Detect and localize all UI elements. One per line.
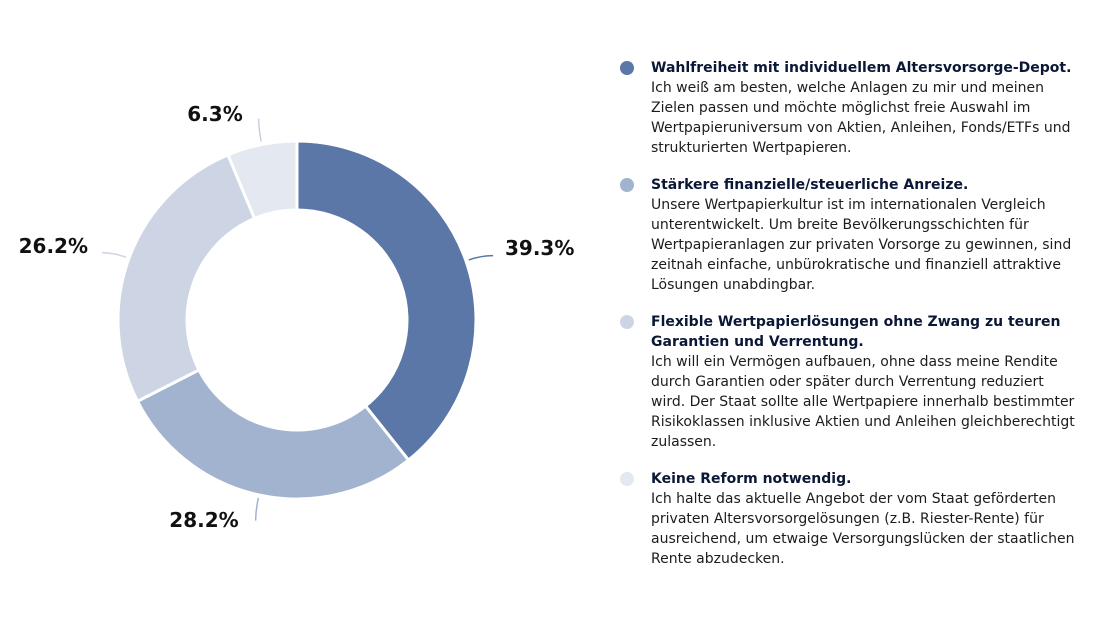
legend-dot-icon (620, 315, 634, 329)
value-label-wahlfreiheit: 39.3% (505, 236, 574, 260)
slice-anreize (135, 367, 411, 501)
legend-title: Flexible Wertpapierlösungen ohne Zwang z… (651, 314, 1061, 350)
leader-line-keine-reform (257, 118, 262, 142)
legend-item-wahlfreiheit: Wahlfreiheit mit individuellem Altersvor… (618, 58, 1078, 158)
legend-dot-icon (620, 472, 634, 486)
donut-slices (116, 139, 478, 501)
leader-line-anreize (254, 497, 260, 521)
slice-wahlfreiheit (295, 139, 478, 463)
value-labels: 39.3% 28.2% 26.2% 6.3% (19, 102, 575, 532)
legend-dot-icon (620, 178, 634, 192)
leader-line-wahlfreiheit (468, 254, 494, 261)
legend: Wahlfreiheit mit individuellem Altersvor… (618, 58, 1078, 586)
legend-item-anreize: Stärkere finanzielle/steuerliche Anreize… (618, 175, 1078, 295)
value-label-keine-reform: 6.3% (187, 102, 242, 126)
legend-description: Unsere Wertpapierkultur ist im internati… (651, 197, 1072, 293)
legend-item-flexible: Flexible Wertpapierlösungen ohne Zwang z… (618, 312, 1078, 452)
legend-dot-icon (620, 61, 634, 75)
legend-title: Stärkere finanzielle/steuerliche Anreize… (651, 177, 969, 193)
legend-item-keine-reform: Keine Reform notwendig. Ich halte das ak… (618, 469, 1078, 569)
legend-title: Keine Reform notwendig. (651, 471, 852, 487)
legend-title: Wahlfreiheit mit individuellem Altersvor… (651, 60, 1072, 76)
slice-flexible (116, 152, 257, 404)
legend-description: Ich will ein Vermögen aufbauen, ohne das… (651, 354, 1075, 450)
value-label-anreize: 28.2% (169, 508, 238, 532)
donut-chart: 39.3% 28.2% 26.2% 6.3% (19, 102, 575, 532)
value-label-flexible: 26.2% (19, 234, 88, 258)
leader-line-flexible (101, 252, 127, 258)
legend-description: Ich halte das aktuelle Angebot der vom S… (651, 491, 1075, 567)
leader-lines (101, 118, 494, 521)
slice-keine-reform (226, 139, 299, 221)
legend-description: Ich weiß am besten, welche Anlagen zu mi… (651, 80, 1071, 156)
